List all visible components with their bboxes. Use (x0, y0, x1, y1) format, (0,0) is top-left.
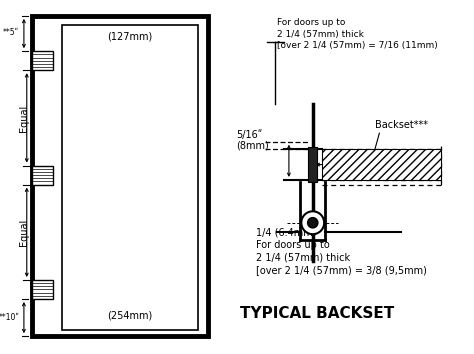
Text: (127mm): (127mm) (108, 32, 153, 42)
Bar (32, 166, 53, 185)
Text: TYPICAL BACKSET: TYPICAL BACKSET (240, 306, 395, 321)
Text: Equal: Equal (19, 219, 29, 246)
Text: **10ʺ: **10ʺ (0, 313, 19, 322)
Text: **5ʺ: **5ʺ (3, 28, 19, 37)
Bar (308, 148, 318, 182)
Text: (254mm): (254mm) (108, 310, 153, 320)
Text: 5/16ʺ: 5/16ʺ (237, 130, 263, 140)
Bar (32, 280, 53, 299)
Text: Backset***: Backset*** (375, 120, 428, 130)
Text: For doors up to: For doors up to (255, 240, 329, 250)
Circle shape (301, 211, 324, 234)
Bar (32, 51, 53, 70)
Text: [over 2 1/4 (57mm) = 3/8 (9,5mm): [over 2 1/4 (57mm) = 3/8 (9,5mm) (255, 265, 427, 275)
Bar (62, 25, 198, 331)
Text: 1/4 (6.4mm): 1/4 (6.4mm) (255, 228, 316, 238)
Text: Equal: Equal (19, 104, 29, 132)
Text: 2 1/4 (57mm) thick: 2 1/4 (57mm) thick (255, 252, 350, 262)
Circle shape (308, 218, 318, 228)
Bar (322, 149, 441, 180)
Text: (8mm): (8mm) (237, 141, 269, 150)
Bar (32, 16, 208, 336)
Text: For doors up to
2 1/4 (57mm) thick
[over 2 1/4 (57mm) = 7/16 (11mm): For doors up to 2 1/4 (57mm) thick [over… (276, 18, 437, 50)
